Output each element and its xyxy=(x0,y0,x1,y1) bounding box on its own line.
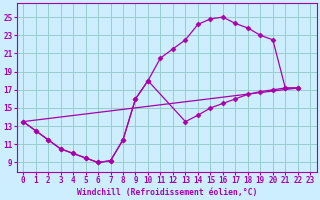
X-axis label: Windchill (Refroidissement éolien,°C): Windchill (Refroidissement éolien,°C) xyxy=(76,188,257,197)
